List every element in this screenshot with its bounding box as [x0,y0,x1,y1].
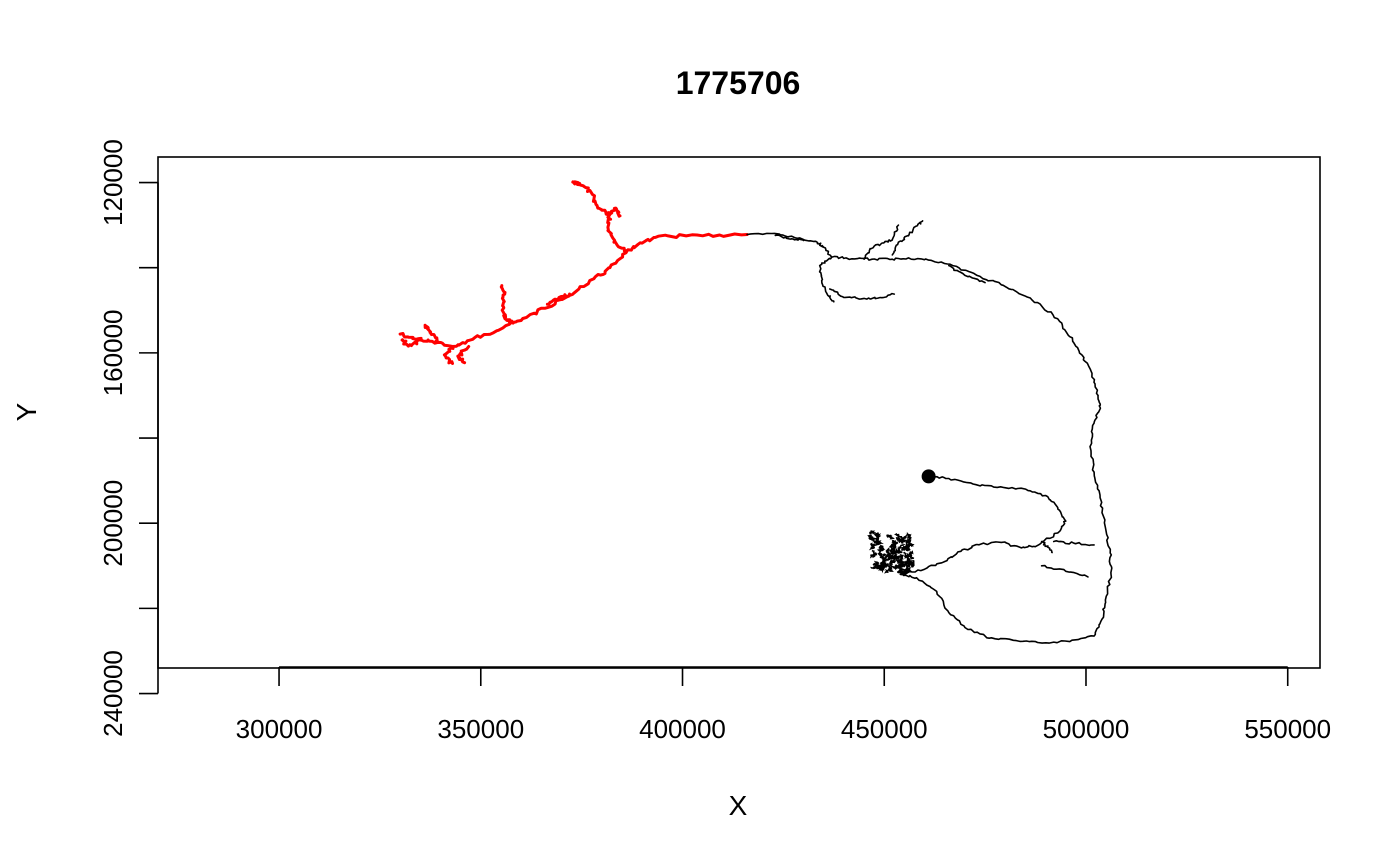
y-tick-label: 120000 [98,139,128,226]
dendrite-branch [872,566,885,569]
dendrite-branch [870,531,875,533]
series-1-branch-1 [900,476,1065,574]
y-axis-title: Y [11,402,42,421]
chart-title: 1775706 [676,65,801,101]
series-0-branch-6 [444,347,453,364]
series-1 [747,221,1112,643]
y-tick-label: 160000 [98,310,128,397]
dendrite-branch [890,544,895,547]
soma-marker [922,469,936,483]
x-axis: 300000 350000 400000 450000 500000 550000 [236,667,1331,744]
series-0 [400,182,747,364]
dendrite-branch [871,551,877,557]
dendrite-branch [908,534,911,540]
data-layer [400,182,1112,643]
x-tick-label: 550000 [1244,714,1331,744]
x-tick-label: 300000 [236,714,323,744]
y-tick-label: 240000 [98,650,128,737]
dendrite-cluster [869,531,914,574]
series-1-branch-4 [1042,542,1053,553]
series-0-branch-4 [501,286,513,324]
series-1-branch-10 [949,266,985,283]
x-tick-label: 400000 [639,714,726,744]
series-0-branch-0 [453,234,748,347]
series-0-branch-3 [547,294,569,304]
dendrite-branch [898,565,905,569]
series-0-branch-7 [458,347,469,363]
y-tick-label: 200000 [98,480,128,567]
series-1-branch-2 [1054,541,1094,546]
series-1-branch-7 [830,289,895,299]
y-axis: 120000 160000 200000 240000 [98,139,158,737]
series-1-branch-3 [1042,566,1088,577]
dendrite-branch [875,533,879,538]
dendrite-branch [890,561,896,565]
x-tick-label: 500000 [1043,714,1130,744]
x-tick-label: 450000 [841,714,928,744]
series-1-branch-6 [820,257,834,302]
series-1-branch-0 [747,233,1112,643]
series-0-branch-9 [402,339,420,346]
x-tick-label: 350000 [437,714,524,744]
x-axis-title: X [729,790,748,821]
dendrite-branch [887,535,893,539]
